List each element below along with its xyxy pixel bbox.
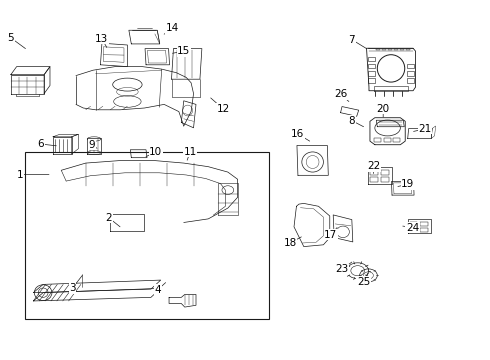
Bar xyxy=(410,222,417,226)
Bar xyxy=(400,49,404,50)
Text: 7: 7 xyxy=(348,35,355,45)
Text: 26: 26 xyxy=(334,89,347,99)
Text: 6: 6 xyxy=(37,139,44,149)
Text: 25: 25 xyxy=(357,276,370,287)
Bar xyxy=(407,64,414,68)
Bar xyxy=(370,177,378,182)
Text: 23: 23 xyxy=(335,264,349,274)
Bar xyxy=(381,170,389,175)
Text: 19: 19 xyxy=(401,179,415,189)
Bar xyxy=(25,152,269,319)
Bar xyxy=(376,49,380,50)
Text: 4: 4 xyxy=(154,285,161,295)
Text: 18: 18 xyxy=(283,238,297,248)
Bar xyxy=(420,222,428,226)
Bar xyxy=(368,78,375,83)
Bar xyxy=(382,49,386,50)
Bar xyxy=(410,228,417,232)
Text: 24: 24 xyxy=(406,222,419,233)
Text: 15: 15 xyxy=(177,46,191,56)
Bar xyxy=(420,228,428,232)
Text: 14: 14 xyxy=(166,23,179,33)
Text: 10: 10 xyxy=(149,147,162,157)
Text: 2: 2 xyxy=(105,213,112,223)
Text: 21: 21 xyxy=(418,124,432,134)
Bar xyxy=(368,64,375,68)
Bar xyxy=(368,57,375,61)
Text: 13: 13 xyxy=(95,34,109,44)
Bar xyxy=(407,78,414,83)
Text: 1: 1 xyxy=(17,170,24,180)
Text: 9: 9 xyxy=(89,140,96,150)
Bar xyxy=(406,49,410,50)
Text: 5: 5 xyxy=(7,33,14,43)
Bar xyxy=(381,177,389,182)
Text: 12: 12 xyxy=(216,104,230,114)
Bar xyxy=(374,138,381,142)
Text: 22: 22 xyxy=(367,161,380,171)
Text: 17: 17 xyxy=(324,230,338,240)
Bar xyxy=(393,138,400,142)
Bar xyxy=(407,71,414,76)
Text: 8: 8 xyxy=(348,116,355,126)
Bar xyxy=(368,71,375,76)
Bar xyxy=(394,49,398,50)
Text: 3: 3 xyxy=(69,283,76,293)
Text: 11: 11 xyxy=(183,147,197,157)
Bar xyxy=(388,49,392,50)
Bar xyxy=(370,170,378,175)
Text: 16: 16 xyxy=(291,129,305,139)
Text: 20: 20 xyxy=(377,104,390,114)
Bar xyxy=(384,138,391,142)
